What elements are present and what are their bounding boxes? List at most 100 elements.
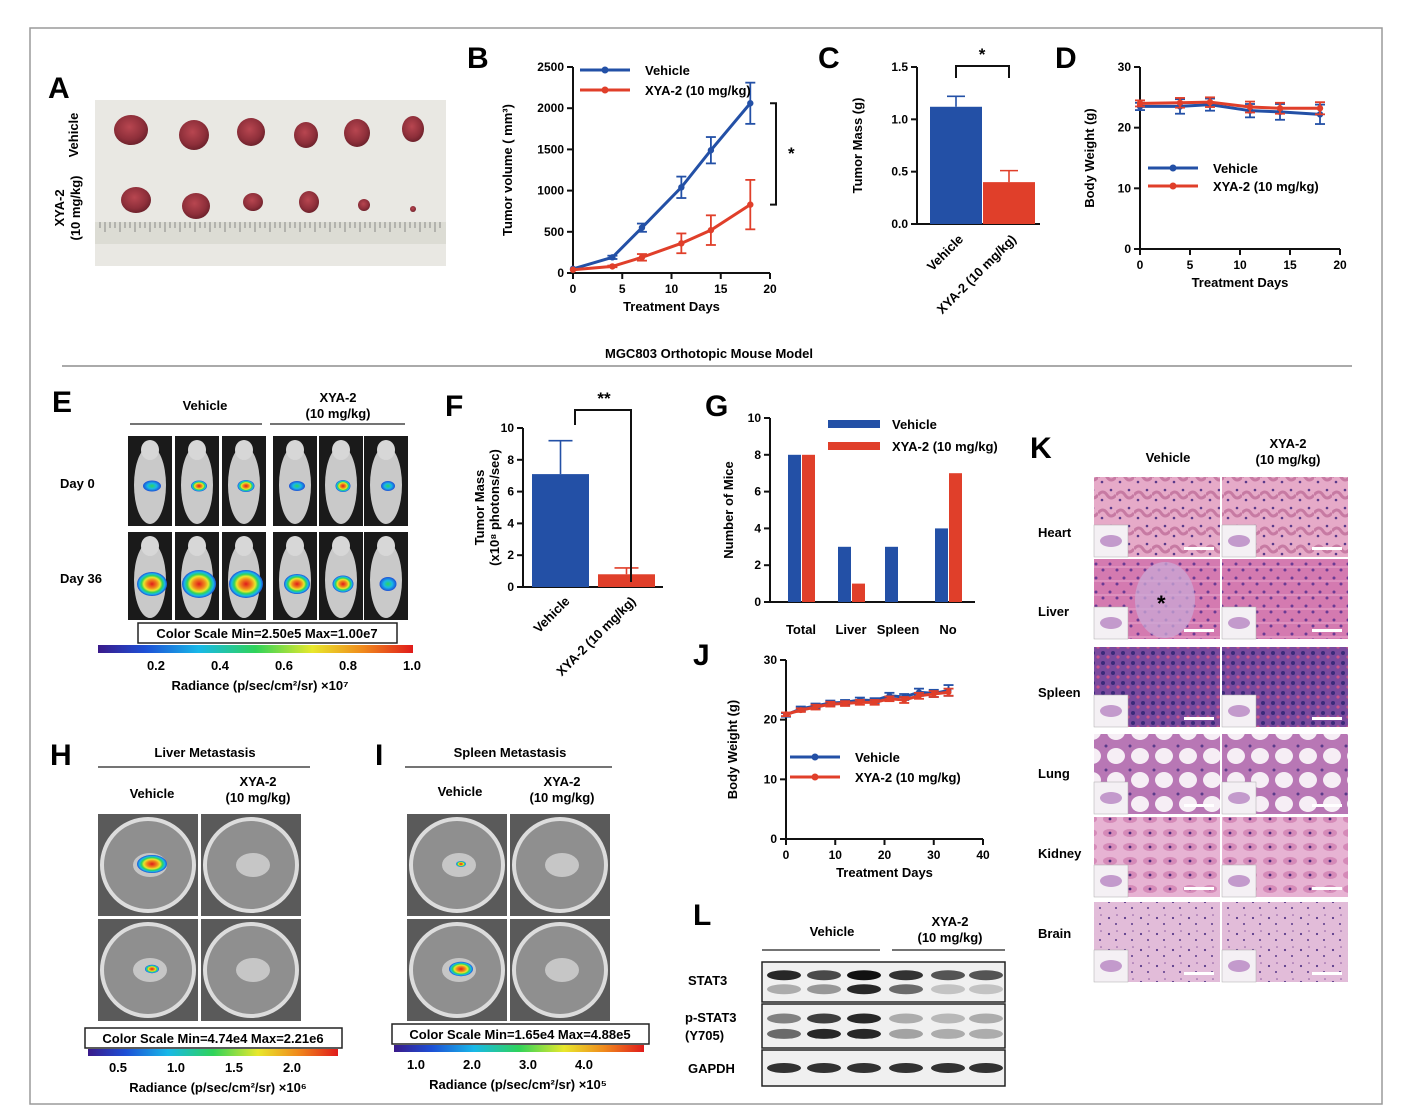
bioluminescence-signal — [191, 480, 207, 492]
y-tick-label: 2 — [507, 548, 514, 562]
data-point — [569, 266, 577, 273]
panel-label-g: G — [705, 390, 728, 423]
y-tick-label: 10 — [764, 772, 778, 786]
data-point — [1316, 105, 1324, 112]
y-tick-label: 30 — [1118, 60, 1132, 74]
x-axis-label: Treatment Days — [1192, 275, 1289, 290]
y-tick-label: 0 — [507, 580, 514, 594]
bioluminescence-signal — [145, 964, 159, 974]
y-tick-label: 4 — [754, 521, 761, 535]
y-tick-label: 2000 — [537, 101, 564, 115]
y-tick-label: 0 — [557, 266, 564, 280]
data-point — [812, 704, 819, 711]
blot-band — [767, 970, 801, 981]
legend-label: Vehicle — [1213, 161, 1258, 176]
l-group-vehicle: Vehicle — [810, 924, 855, 939]
blot-band — [767, 1013, 801, 1024]
blot-band — [847, 1063, 881, 1073]
category-label: Liver — [835, 622, 866, 637]
colorbar-tick: 3.0 — [519, 1057, 537, 1072]
i-group-xya2: XYA-2 (10 mg/kg) — [529, 774, 594, 805]
y-tick-label: 0.5 — [891, 165, 908, 179]
x-tick-label: 10 — [665, 282, 679, 296]
x-tick-label: 15 — [714, 282, 728, 296]
i-axis-label: Radiance (p/sec/cm²/sr) ×10⁵ — [429, 1077, 607, 1092]
tumor — [344, 119, 370, 147]
panel-label-b: B — [467, 42, 489, 75]
k-row-label: Liver — [1038, 604, 1069, 619]
data-point — [747, 100, 754, 107]
x-tick-label: 5 — [1187, 258, 1194, 272]
blot-band — [931, 984, 965, 995]
h-title: Liver Metastasis — [154, 745, 255, 760]
panel-i-spleen: Spleen Metastasis Vehicle XYA-2 (10 mg/kg… — [391, 745, 650, 1092]
legend-label: XYA-2 (10 mg/kg) — [892, 439, 998, 454]
x-tick-label: 15 — [1283, 258, 1297, 272]
blot-band — [969, 1063, 1003, 1073]
e-group-xya2: XYA-2 (10 mg/kg) — [305, 390, 370, 421]
y-tick-label: 2500 — [537, 60, 564, 74]
data-point — [1246, 103, 1254, 111]
bar — [949, 473, 962, 602]
blot-band — [847, 970, 881, 981]
data-point — [945, 689, 952, 696]
k-row-label: Spleen — [1038, 685, 1081, 700]
colorbar-tick: 1.5 — [225, 1060, 243, 1075]
legend-label: XYA-2 (10 mg/kg) — [1213, 179, 1319, 194]
e-group-vehicle: Vehicle — [183, 398, 228, 413]
bar — [788, 454, 801, 602]
series-line — [572, 102, 752, 271]
panel-k-histology: Vehicle XYA-2 (10 mg/kg) Heart Liver Spleen… — [1038, 436, 1348, 983]
data-point — [707, 226, 715, 234]
data-point — [827, 701, 834, 708]
legend-label: XYA-2 (10 mg/kg) — [855, 770, 961, 785]
legend-label: Vehicle — [855, 750, 900, 765]
panel-h-liver: Liver Metastasis Vehicle XYA-2 (10 mg/kg)… — [84, 745, 343, 1095]
blot-band — [889, 1013, 923, 1024]
colorbar-tick: 1.0 — [167, 1060, 185, 1075]
colorbar-tick: 0.6 — [275, 658, 293, 673]
y-tick-label: 10 — [501, 421, 515, 435]
data-point — [1276, 105, 1284, 112]
y-tick-label: 10 — [1118, 181, 1132, 195]
tumor — [243, 193, 263, 211]
tumor — [237, 118, 265, 146]
y-tick-label: 0.0 — [891, 217, 908, 231]
x-tick-label: 0 — [1137, 258, 1144, 272]
blot-band — [889, 970, 923, 981]
y-tick-label: 10 — [748, 411, 762, 425]
category-label: Spleen — [877, 622, 920, 637]
l-band-gapdh: GAPDH — [688, 1061, 735, 1076]
data-point — [747, 201, 754, 208]
y-axis-label: Tumor Mass(x10⁸ photons/sec) — [472, 449, 502, 566]
h-group-vehicle: Vehicle — [130, 786, 175, 801]
colorbar-tick: 1.0 — [407, 1057, 425, 1072]
y-axis-label: Body Weight (g) — [725, 700, 740, 799]
panel-label-j: J — [693, 639, 710, 672]
data-point — [1136, 100, 1144, 107]
blot-band — [969, 1013, 1003, 1024]
bioluminescence-signal — [332, 575, 354, 593]
tumor — [114, 115, 148, 145]
category-label: Total — [786, 622, 816, 637]
legend-label: XYA-2 (10 mg/kg) — [645, 83, 751, 98]
x-tick-label: 20 — [763, 282, 777, 296]
blot-band — [931, 1013, 965, 1024]
bar — [838, 546, 851, 602]
bioluminescence-signal — [143, 480, 161, 492]
bar — [885, 546, 898, 602]
data-point — [842, 700, 849, 707]
l-band-pstat3: p-STAT3 (Y705) — [685, 1010, 737, 1043]
panel-label-i: I — [375, 739, 383, 772]
ruler — [95, 222, 446, 244]
y-tick-label: 20 — [764, 713, 778, 727]
y-tick-label: 1.5 — [891, 60, 908, 74]
blot-band — [889, 984, 923, 995]
data-point — [638, 254, 646, 261]
y-axis-label: Body Weight (g) — [1082, 108, 1097, 207]
blot-band — [767, 984, 801, 995]
data-point — [783, 711, 789, 718]
e-row-day36: Day 36 — [60, 571, 102, 586]
colorbar-tick: 0.4 — [211, 658, 230, 673]
